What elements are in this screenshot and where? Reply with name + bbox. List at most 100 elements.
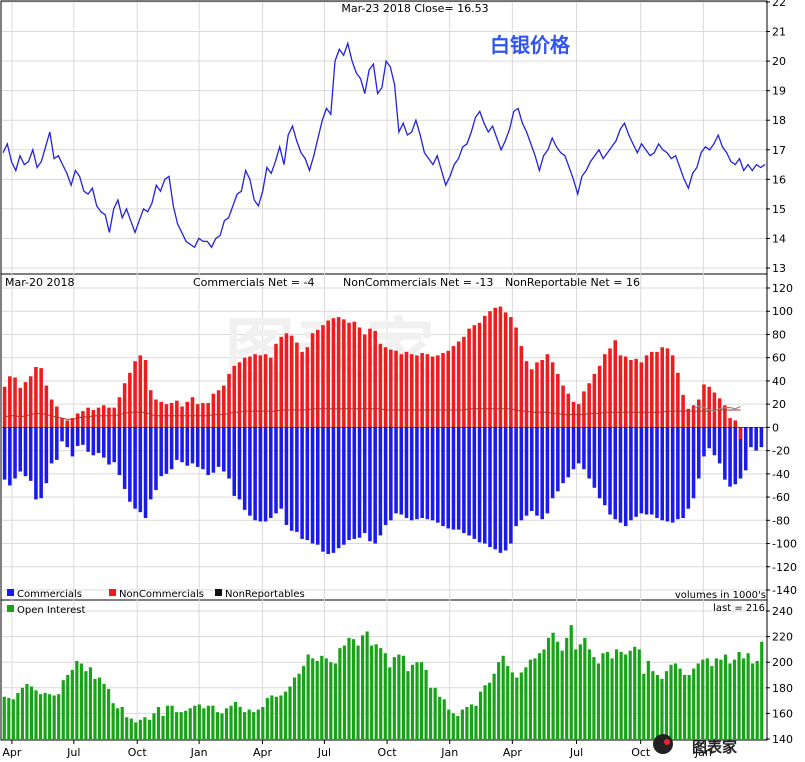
- open-interest-bar: [215, 712, 220, 739]
- noncommercials-bar: [389, 349, 393, 428]
- noncommercials-bar: [404, 351, 409, 428]
- noncommercials-bar: [112, 407, 116, 428]
- noncommercials-bar: [446, 350, 451, 428]
- price-series: [2, 41, 766, 249]
- noncommercials-bar: [180, 406, 184, 428]
- noncommercials-bar: [357, 327, 362, 428]
- commercials-bar: [342, 427, 346, 545]
- noncommercials-bar: [310, 333, 315, 428]
- open-interest-bar: [129, 718, 133, 739]
- commercials-bar: [75, 427, 80, 446]
- open-interest-bar: [288, 686, 292, 739]
- x-tick-label: Apr: [503, 746, 523, 759]
- open-interest-bar: [619, 651, 623, 739]
- cot-y-tick-label: -140: [772, 584, 797, 597]
- price-panel-frame: [0, 0, 768, 275]
- open-interest-bar: [533, 658, 537, 739]
- commercials-bar: [488, 427, 492, 548]
- noncommercials-bar: [253, 354, 257, 428]
- commercials-bar: [733, 427, 738, 485]
- open-interest-bar: [542, 649, 546, 739]
- noncommercials-bar: [717, 398, 722, 428]
- commercials-bar: [216, 427, 221, 467]
- noncommercials-bar: [488, 311, 492, 428]
- commercials-bar: [227, 427, 231, 479]
- open-interest-bar: [746, 653, 750, 739]
- x-tick-label: Jul: [317, 746, 331, 759]
- open-interest-bar: [524, 667, 528, 739]
- open-interest-bar: [501, 655, 505, 739]
- open-interest-bar: [760, 641, 764, 739]
- commercials-bar: [717, 427, 722, 464]
- commercials-bar: [686, 427, 691, 509]
- commercials-bar: [545, 427, 550, 514]
- commercials-bar: [519, 427, 524, 521]
- open-interest-bar: [646, 660, 650, 739]
- noncommercials-bar: [373, 330, 377, 428]
- x-tick-label: Oct: [128, 746, 148, 759]
- open-interest-bar: [451, 713, 455, 739]
- commercials-bar: [107, 427, 111, 465]
- cot-y-tick-label: -60: [772, 491, 790, 504]
- noncommercials-bar: [274, 343, 278, 428]
- commercials-bar: [592, 427, 597, 488]
- open-interest-bar: [737, 651, 741, 739]
- open-interest-bar: [93, 678, 97, 739]
- open-interest-bar: [184, 710, 188, 739]
- noncommercials-bar: [258, 355, 263, 428]
- noncommercials-bar: [336, 317, 341, 428]
- commercials-bar: [326, 427, 330, 554]
- open-interest-bar: [306, 654, 310, 739]
- noncommercials-bar: [462, 336, 466, 428]
- noncommercials-bar: [597, 365, 602, 428]
- commercials-bar: [540, 427, 544, 520]
- commercials-bar: [164, 427, 169, 474]
- open-interest-bar: [138, 719, 142, 739]
- commercials-bar: [436, 427, 440, 523]
- noncommercials-bar: [232, 365, 237, 428]
- commercials-bar: [154, 427, 158, 491]
- commercials-bar: [138, 427, 143, 513]
- price-y-tick-label: 21: [772, 26, 786, 39]
- noncommercials-bar: [576, 404, 581, 428]
- volume-units-note: volumes in 1000's: [675, 590, 766, 601]
- open-interest-bar: [624, 654, 628, 739]
- open-interest-bar: [356, 645, 360, 739]
- oi-y-tick-label: 160: [772, 707, 793, 720]
- noncommercials-bar: [670, 355, 675, 428]
- open-interest-bar: [320, 655, 324, 739]
- noncommercials-bar: [524, 361, 529, 428]
- open-interest-bar: [506, 666, 510, 739]
- x-tick-label: Oct: [631, 746, 651, 759]
- noncommercials-bar: [222, 385, 226, 428]
- noncommercials-bar: [326, 320, 330, 428]
- noncommercials-bar: [65, 420, 70, 428]
- commercials-bar: [524, 427, 529, 516]
- noncommercials-bar: [315, 329, 320, 428]
- cot-y-tick-label: -80: [772, 514, 790, 527]
- noncommercials-bar: [70, 418, 75, 428]
- commercials-bar: [133, 427, 137, 509]
- noncommercials-bar: [2, 386, 7, 428]
- open-interest-bar: [193, 705, 197, 739]
- open-interest-bar: [673, 663, 678, 739]
- legend-label-open-interest: Open Interest: [17, 605, 86, 616]
- commercials-bar: [712, 427, 717, 456]
- open-interest-bar: [229, 705, 233, 739]
- open-interest-bar: [116, 708, 120, 739]
- open-interest-bar: [57, 694, 61, 739]
- commercials-bar: [357, 427, 362, 538]
- noncommercials-bar: [587, 383, 591, 428]
- open-interest-bar: [292, 677, 297, 739]
- legend-swatch-open-interest: [7, 605, 14, 612]
- commercials-bar: [34, 427, 38, 500]
- noncommercials-bar: [75, 413, 80, 428]
- commercials-bar: [676, 427, 680, 520]
- oi-last-label: last = 216: [713, 603, 765, 614]
- open-interest-bar: [383, 653, 387, 739]
- noncommercials-bar: [49, 399, 54, 428]
- commercials-bar: [556, 427, 560, 492]
- open-interest-bar: [365, 631, 369, 739]
- noncommercials-bar: [211, 393, 216, 428]
